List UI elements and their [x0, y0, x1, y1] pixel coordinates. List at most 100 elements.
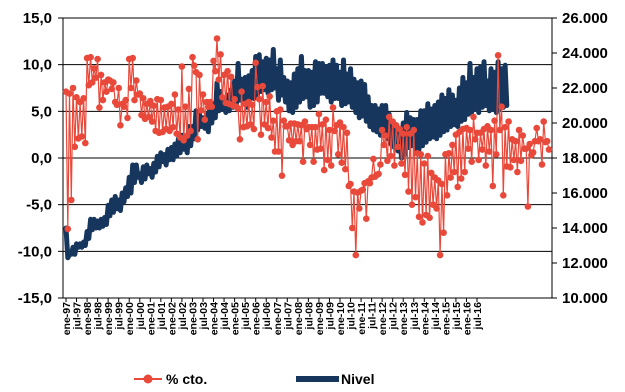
pct-point	[320, 166, 328, 174]
pct-point	[417, 151, 425, 158]
pct-point	[262, 98, 270, 106]
pct-point	[533, 124, 540, 132]
pct-point	[519, 132, 526, 139]
pct-point	[103, 88, 110, 95]
x-tick-label: jul-04	[219, 302, 231, 331]
pct-point	[219, 94, 226, 101]
x-tick-label: jul-12	[388, 302, 400, 331]
pct-point	[401, 171, 409, 179]
pct-point	[150, 102, 158, 109]
pct-point	[248, 101, 256, 109]
pct-point	[449, 141, 456, 149]
pct-point	[514, 168, 521, 176]
pct-point	[486, 148, 493, 155]
x-tick-label: jul-08	[303, 302, 315, 331]
pct-point	[526, 140, 533, 148]
pct-point	[475, 156, 483, 164]
x-tick-label: ene-08	[293, 302, 305, 335]
pct-point	[461, 168, 469, 176]
pct-point	[396, 125, 404, 133]
pct-point	[424, 152, 432, 160]
pct-point	[510, 156, 518, 164]
pct-point	[182, 103, 189, 110]
pct-point	[324, 156, 332, 164]
right-tick-label: 12.000	[562, 255, 608, 272]
pct-point	[496, 126, 504, 134]
pct-point	[457, 175, 465, 182]
pct-point	[505, 118, 512, 125]
pct-point	[450, 168, 458, 176]
pct-point	[278, 172, 286, 179]
pct-point	[438, 180, 446, 188]
pct-point	[536, 136, 544, 143]
pct-point	[338, 159, 346, 166]
pct-point	[487, 126, 495, 134]
pct-point	[334, 151, 342, 158]
pct-point	[136, 90, 144, 97]
pct-point	[247, 121, 254, 128]
right-tick-label: 20.000	[562, 115, 608, 132]
legend-item-pct: % cto.	[134, 371, 207, 387]
pct-point	[285, 137, 293, 144]
pct-point	[493, 151, 500, 158]
left-tick-label: 15,0	[23, 10, 52, 27]
right-tick-label: 10.000	[562, 290, 608, 307]
pct-point	[408, 201, 416, 208]
pct-point	[78, 133, 86, 140]
pct-point	[507, 164, 514, 171]
pct-point	[315, 110, 323, 118]
legend-nivel-label: Nivel	[341, 371, 374, 387]
pct-point	[115, 84, 122, 92]
x-tick-label: ene-06	[251, 302, 263, 335]
left-tick-label: 0,0	[31, 150, 52, 167]
pct-point	[71, 143, 79, 151]
x-tick-label: ene-02	[166, 302, 178, 335]
x-tick-label: ene-00	[124, 302, 136, 335]
pct-point	[436, 251, 444, 259]
nivel-line	[63, 47, 510, 261]
pct-point	[398, 160, 405, 167]
left-tick-label: -5,0	[26, 197, 52, 214]
pct-point	[227, 73, 235, 81]
pct-point	[380, 141, 388, 149]
pct-point	[254, 83, 261, 91]
pct-point	[236, 136, 244, 143]
pct-point	[322, 116, 330, 123]
pct-point	[68, 196, 75, 204]
pct-point	[500, 192, 507, 199]
pct-point	[190, 62, 198, 69]
pct-point	[433, 205, 440, 212]
pct-point	[124, 114, 131, 122]
pct-point	[340, 123, 347, 131]
pct-point	[375, 170, 382, 178]
pct-point	[385, 113, 393, 121]
x-tick-label: jul-09	[324, 302, 336, 331]
pct-point	[280, 117, 288, 124]
x-tick-label: jul-99	[114, 302, 126, 331]
left-tick-label: -15,0	[18, 290, 52, 307]
legend-pct-marker	[143, 374, 153, 384]
x-tick-label: ene-09	[314, 302, 326, 335]
pct-point	[387, 152, 395, 160]
x-tick-label: ene-14	[419, 302, 431, 335]
pct-point	[255, 95, 263, 103]
x-tick-label: ene-07	[272, 302, 284, 335]
pct-point	[108, 85, 115, 93]
x-tick-label: ene-15	[440, 302, 452, 335]
pct-point	[394, 143, 402, 151]
x-tick-label: jul-07	[282, 302, 294, 331]
x-tick-label: jul-14	[430, 302, 442, 331]
pct-point	[399, 130, 407, 137]
x-tick-label: ene-04	[209, 302, 221, 335]
pct-point	[147, 97, 154, 105]
pct-point	[382, 132, 390, 139]
pct-point	[349, 224, 356, 232]
left-tick-label: 10,0	[23, 57, 52, 74]
x-tick-label: ene-99	[103, 302, 115, 335]
pct-point	[120, 103, 128, 110]
pct-point	[87, 53, 94, 61]
pct-point	[257, 131, 265, 138]
pct-point	[419, 219, 426, 226]
pct-point	[405, 188, 412, 195]
x-tick-label: ene-05	[230, 302, 242, 335]
